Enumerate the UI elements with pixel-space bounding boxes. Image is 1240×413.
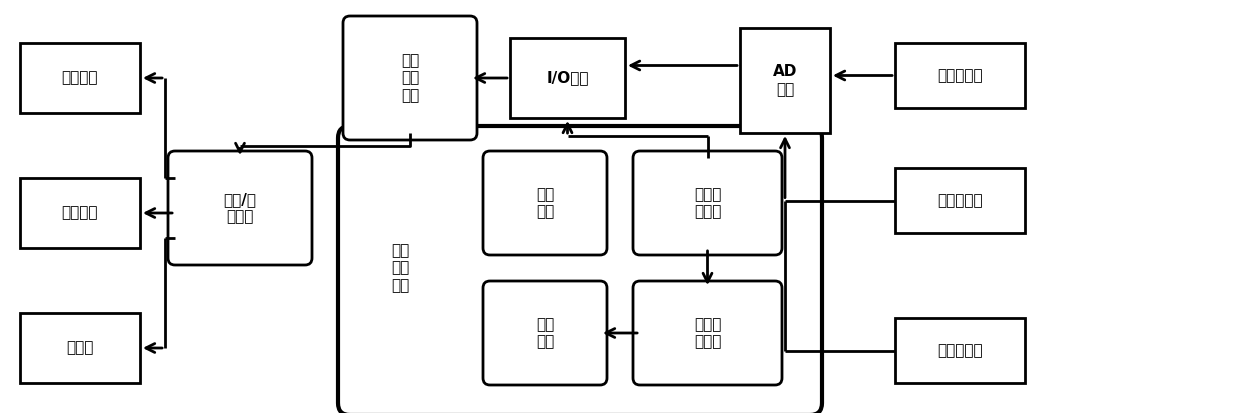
FancyBboxPatch shape [20, 313, 140, 383]
FancyBboxPatch shape [484, 281, 608, 385]
Text: 空调机组: 空调机组 [62, 71, 98, 85]
FancyBboxPatch shape [20, 43, 140, 113]
Text: 湿度传感器: 湿度传感器 [937, 193, 983, 208]
FancyBboxPatch shape [895, 318, 1025, 383]
Text: 存储
模块: 存储 模块 [536, 317, 554, 349]
FancyBboxPatch shape [339, 126, 822, 413]
Text: 温度传感器: 温度传感器 [937, 68, 983, 83]
FancyBboxPatch shape [895, 43, 1025, 108]
Text: 加湿器组: 加湿器组 [62, 206, 98, 221]
Text: 风速传感器: 风速传感器 [937, 343, 983, 358]
Text: I/O模块: I/O模块 [547, 71, 589, 85]
FancyBboxPatch shape [167, 151, 312, 265]
FancyBboxPatch shape [484, 151, 608, 255]
FancyBboxPatch shape [895, 168, 1025, 233]
FancyBboxPatch shape [20, 178, 140, 248]
FancyBboxPatch shape [343, 16, 477, 140]
FancyBboxPatch shape [632, 281, 782, 385]
Text: 风机组: 风机组 [66, 340, 94, 356]
FancyBboxPatch shape [510, 38, 625, 118]
Text: AD
模块: AD 模块 [773, 64, 797, 97]
Text: 计算分
析模块: 计算分 析模块 [694, 317, 722, 349]
Text: 逻辑
控制
主机: 逻辑 控制 主机 [391, 243, 409, 293]
Text: 时钟
模块: 时钟 模块 [536, 187, 554, 219]
Text: 数据采
集模块: 数据采 集模块 [694, 187, 722, 219]
Text: 智能
控制
模块: 智能 控制 模块 [401, 53, 419, 103]
FancyBboxPatch shape [632, 151, 782, 255]
Text: 开关/档
位模块: 开关/档 位模块 [223, 192, 257, 224]
FancyBboxPatch shape [740, 28, 830, 133]
